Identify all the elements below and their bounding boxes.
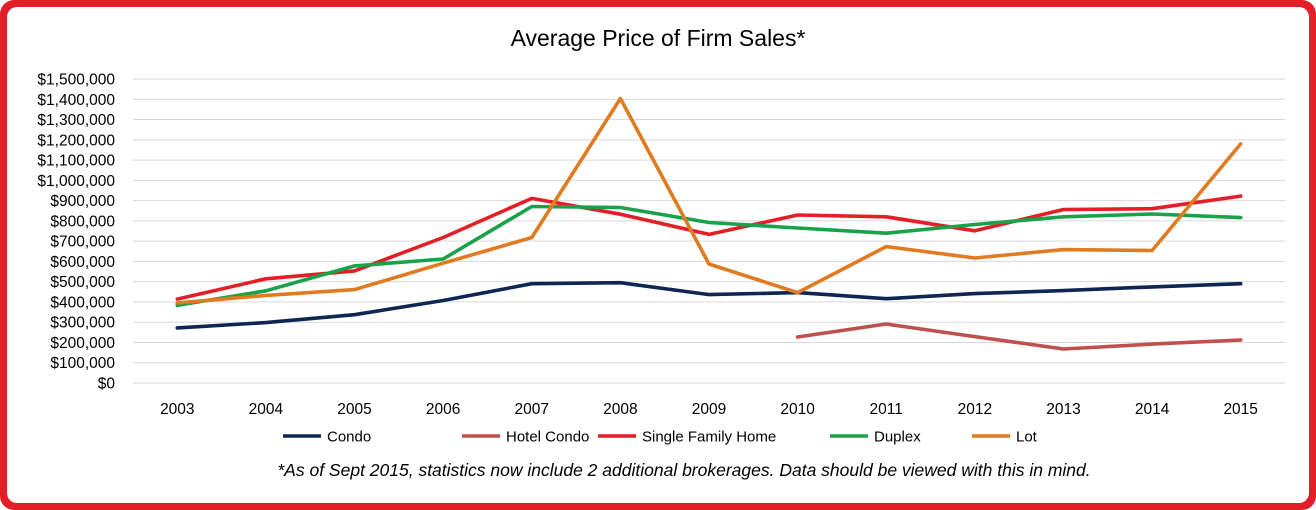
series-line-hotel-condo xyxy=(795,322,1243,351)
y-tick-label: $800,000 xyxy=(50,213,115,230)
y-tick-label: $1,000,000 xyxy=(37,173,115,190)
x-tick-label: 2011 xyxy=(870,401,903,418)
x-tick-label: 2004 xyxy=(249,401,284,418)
x-tick-label: 2003 xyxy=(160,401,194,418)
gridlines xyxy=(133,78,1285,384)
y-tick-label: $400,000 xyxy=(50,294,115,311)
series-line-single-family-home xyxy=(175,194,1243,301)
series-line-lot xyxy=(175,96,1243,305)
x-tick-label: 2012 xyxy=(958,401,992,418)
y-tick-label: $1,400,000 xyxy=(37,92,115,109)
y-tick-label: $100,000 xyxy=(50,355,115,372)
chart-footnote: *As of Sept 2015, statistics now include… xyxy=(277,460,1090,480)
legend-label-hotel-condo: Hotel Condo xyxy=(506,429,589,446)
series-lines xyxy=(175,96,1243,351)
line-chart: Average Price of Firm Sales* $0$100,000$… xyxy=(37,25,1285,480)
x-tick-label: 2015 xyxy=(1223,401,1257,418)
x-tick-label: 2007 xyxy=(515,401,549,418)
series-line-condo xyxy=(175,280,1243,330)
chart-area: Average Price of Firm Sales* $0 $100,000 $… xyxy=(7,7,1309,503)
y-tick-label: $900,000 xyxy=(50,193,115,210)
legend-label-lot: Lot xyxy=(1016,429,1038,446)
y-tick-label: $0 xyxy=(98,376,116,393)
x-tick-label: 2009 xyxy=(692,401,726,418)
x-tick-label: 2006 xyxy=(426,401,460,418)
x-axis-ticks: 2003 2004 2005 2006 2007 2008 2009 2010 2011 2012… xyxy=(160,401,1258,418)
x-tick-label: 2005 xyxy=(337,401,371,418)
x-tick-label: 2008 xyxy=(603,401,637,418)
y-axis-ticks: $0 $100,000 $200,000 $300,000 $400,000 $500,0… xyxy=(37,72,115,393)
y-tick-label: $500,000 xyxy=(50,274,115,291)
legend-label-condo: Condo xyxy=(327,429,371,446)
y-tick-label: $700,000 xyxy=(50,234,115,251)
x-tick-label: 2013 xyxy=(1046,401,1080,418)
legend-label-single-family-home: Single Family Home xyxy=(642,429,776,446)
legend-label-duplex: Duplex xyxy=(874,429,921,446)
y-tick-label: $1,300,000 xyxy=(37,112,115,129)
legend: Condo Hotel Condo Single Family Home Duplex… xyxy=(283,429,1038,446)
y-tick-label: $600,000 xyxy=(50,254,115,271)
chart-title: Average Price of Firm Sales* xyxy=(511,25,806,51)
x-tick-label: 2010 xyxy=(780,401,815,418)
y-tick-label: $1,200,000 xyxy=(37,132,115,149)
y-tick-label: $200,000 xyxy=(50,335,115,352)
y-tick-label: $300,000 xyxy=(50,315,115,332)
x-tick-label: 2014 xyxy=(1135,401,1170,418)
series-line-duplex xyxy=(175,204,1243,308)
y-tick-label: $1,100,000 xyxy=(37,153,115,170)
y-tick-label: $1,500,000 xyxy=(37,72,115,89)
